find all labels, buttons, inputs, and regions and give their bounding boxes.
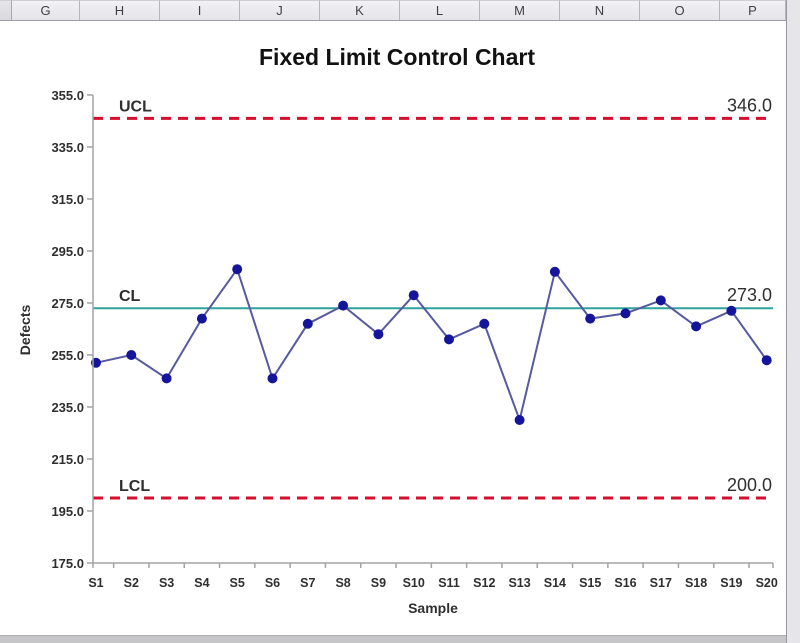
data-point-S6[interactable] (267, 373, 278, 384)
x-tick-label: S5 (230, 576, 245, 590)
column-header-G[interactable]: G (12, 0, 80, 20)
limit-label-ucl: UCL (119, 98, 152, 115)
y-tick-label: 295.0 (51, 244, 84, 259)
column-header-H[interactable]: H (80, 0, 160, 20)
x-tick-label: S20 (756, 576, 778, 590)
data-point-S4[interactable] (196, 313, 207, 324)
data-point-S15[interactable] (585, 313, 596, 324)
pane-right-edge (786, 0, 800, 643)
data-point-S10[interactable] (408, 290, 419, 301)
x-tick-label: S10 (403, 576, 425, 590)
x-tick-label: S3 (159, 576, 174, 590)
data-point-S3[interactable] (161, 373, 172, 384)
data-point-S20[interactable] (761, 355, 772, 366)
y-tick-label: 175.0 (51, 556, 84, 571)
limit-value-ucl: 346.0 (727, 95, 772, 115)
data-point-S5[interactable] (232, 264, 243, 275)
column-header-M[interactable]: M (480, 0, 560, 20)
x-tick-label: S17 (650, 576, 672, 590)
data-point-S2[interactable] (126, 350, 137, 360)
control-chart-canvas: Fixed Limit Control Chart UCL 346.0 CL 273.0… (17, 44, 778, 616)
x-tick-label: S1 (88, 576, 103, 590)
x-tick-label: S19 (720, 576, 742, 590)
x-tick-label: S18 (685, 576, 707, 590)
x-tick-label: S9 (371, 576, 386, 590)
horizontal-scrollbar[interactable] (0, 635, 786, 643)
column-header-K[interactable]: K (320, 0, 400, 20)
column-header-I[interactable]: I (160, 0, 240, 20)
data-point-S16[interactable] (620, 308, 631, 319)
data-point-S7[interactable] (302, 318, 313, 329)
x-tick-label: S6 (265, 576, 280, 590)
column-header-J[interactable]: J (240, 0, 320, 20)
limit-label-lcl: LCL (119, 478, 150, 495)
x-tick-label: S12 (473, 576, 495, 590)
column-header-P[interactable]: P (720, 0, 786, 20)
column-header-L[interactable]: L (400, 0, 480, 20)
limit-label-cl: CL (119, 288, 141, 305)
x-tick-label: S2 (124, 576, 139, 590)
limit-value-cl: 273.0 (727, 285, 772, 305)
y-tick-label: 275.0 (51, 296, 84, 311)
column-header-O[interactable]: O (640, 0, 720, 20)
x-tick-label: S13 (508, 576, 530, 590)
x-tick-label: S7 (300, 576, 315, 590)
y-tick-label: 195.0 (51, 504, 84, 519)
x-tick-label: S16 (614, 576, 636, 590)
x-tick-label: S8 (335, 576, 350, 590)
chart-object[interactable]: Fixed Limit Control Chart UCL 346.0 CL 273.0… (0, 21, 786, 635)
x-tick-label: S4 (194, 576, 209, 590)
limit-value-lcl: 200.0 (727, 475, 772, 495)
y-tick-label: 215.0 (51, 452, 84, 467)
column-header-stub (0, 0, 12, 20)
chart-title: Fixed Limit Control Chart (259, 44, 535, 70)
data-point-S19[interactable] (726, 305, 737, 316)
data-point-S11[interactable] (444, 334, 454, 345)
series-line (95, 268, 768, 421)
y-tick-label: 235.0 (51, 400, 84, 415)
y-tick-label: 315.0 (51, 192, 84, 207)
data-point-S18[interactable] (691, 321, 702, 332)
y-tick-label: 335.0 (51, 140, 84, 155)
y-axis-title: Defects (17, 305, 33, 356)
x-tick-label: S15 (579, 576, 601, 590)
column-header-N[interactable]: N (560, 0, 640, 20)
data-point-S17[interactable] (655, 295, 666, 306)
y-tick-label: 255.0 (51, 348, 84, 363)
data-point-S9[interactable] (373, 329, 384, 340)
data-point-S12[interactable] (479, 318, 490, 329)
y-tick-label: 355.0 (51, 88, 84, 103)
data-point-S14[interactable] (549, 266, 560, 277)
x-tick-label: S14 (544, 576, 566, 590)
x-axis-title: Sample (408, 600, 458, 616)
data-point-S13[interactable] (514, 415, 525, 425)
x-tick-label: S11 (438, 576, 460, 590)
data-point-S8[interactable] (338, 300, 349, 311)
